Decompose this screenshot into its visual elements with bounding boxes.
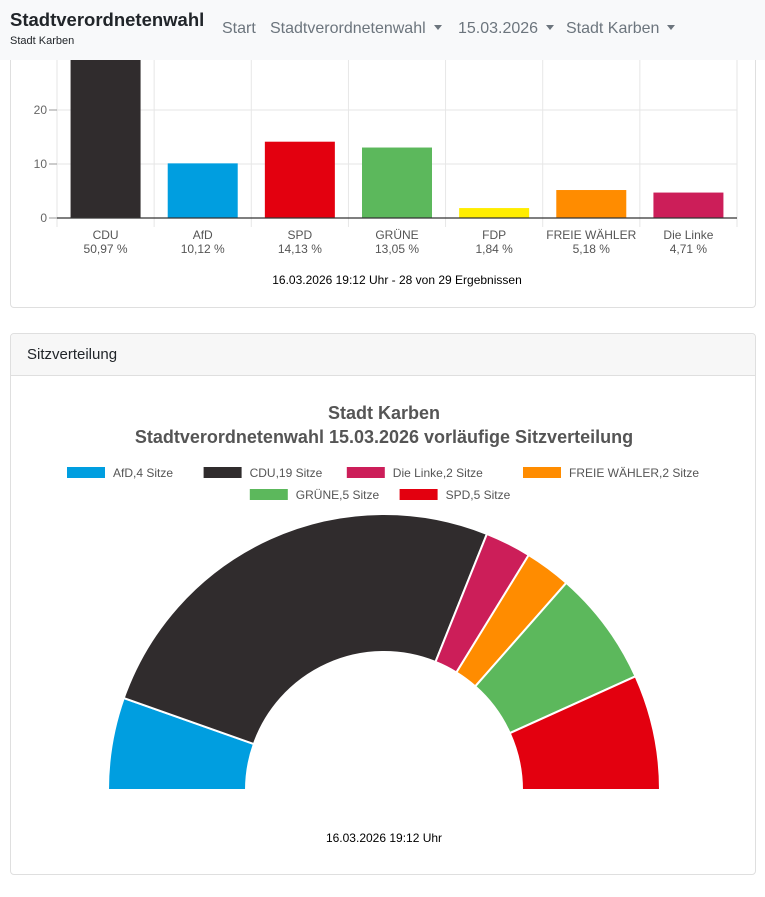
legend-swatch	[67, 467, 105, 478]
legend-label: SPD,5 Sitze	[446, 488, 511, 502]
legend-label: Die Linke,2 Sitze	[393, 466, 483, 480]
bar-freie-wähler[interactable]	[556, 190, 627, 218]
seat-chart-subtitle: Stadtverordnetenwahl 15.03.2026 vorläufi…	[135, 427, 633, 447]
nav-date-label: 15.03.2026	[458, 20, 539, 37]
x-category-label: FREIE WÄHLER	[546, 228, 636, 242]
y-tick-label: 20	[34, 103, 48, 117]
x-percent-label: 1,84 %	[475, 242, 513, 256]
bar-grüne[interactable]	[362, 147, 432, 218]
results-card: 0 10 20 CDU 50,97 % AfD 10,12 % SPD 14,13 % GRÜN…	[10, 20, 756, 308]
x-percent-label: 5,18 %	[573, 242, 611, 256]
legend-swatch	[203, 467, 242, 478]
x-category-label: SPD	[288, 228, 313, 242]
bar-spd[interactable]	[264, 141, 335, 218]
x-category-label: Die Linke	[663, 228, 713, 242]
x-percent-label: 50,97 %	[84, 242, 128, 256]
x-percent-label: 13,05 %	[375, 242, 419, 256]
x-category-label: AfD	[193, 228, 213, 242]
seat-chart-footer: 16.03.2026 19:12 Uhr	[326, 831, 442, 845]
seat-slice-spd[interactable]	[508, 674, 662, 791]
legend-swatch	[523, 467, 561, 478]
legend-item[interactable]: CDU,19 Sitze	[203, 466, 323, 480]
seat-card-title: Sitzverteilung	[27, 346, 118, 363]
legend-item[interactable]: FREIE WÄHLER,2 Sitze	[523, 466, 699, 480]
legend-label: AfD,4 Sitze	[113, 466, 173, 480]
x-category-label: CDU	[93, 228, 119, 242]
seat-card-header: Sitzverteilung	[11, 334, 755, 376]
nav-city-label: Stadt Karben	[566, 20, 660, 37]
nav-city-dropdown[interactable]: Stadt Karben	[566, 20, 676, 38]
x-percent-label: 14,13 %	[278, 242, 322, 256]
nav-start-label: Start	[222, 20, 256, 37]
legend-item[interactable]: GRÜNE,5 Sitze	[249, 488, 380, 502]
legend-swatch	[249, 489, 288, 500]
y-tick-label: 0	[40, 211, 47, 225]
x-percent-label: 10,12 %	[181, 242, 225, 256]
x-percent-label: 4,71 %	[670, 242, 708, 256]
legend-item[interactable]: SPD,5 Sitze	[399, 488, 511, 502]
bar-die-linke[interactable]	[653, 192, 724, 218]
brand-title[interactable]: Stadtverordnetenwahl	[10, 9, 205, 30]
x-category-label: GRÜNE	[375, 228, 418, 242]
legend-label: CDU,19 Sitze	[250, 466, 323, 480]
chevron-down-icon	[546, 25, 555, 30]
bar-fdp[interactable]	[459, 208, 530, 218]
seat-distribution-chart: Stadt Karben Stadtverordnetenwahl 15.03.…	[67, 403, 699, 845]
legend-item[interactable]: Die Linke,2 Sitze	[346, 466, 483, 480]
legend-item[interactable]: AfD,4 Sitze	[67, 466, 173, 480]
chevron-down-icon	[667, 25, 676, 30]
chevron-down-icon	[433, 25, 442, 30]
seat-card: Sitzverteilung Stadt Karben Stadtverordn…	[10, 333, 756, 875]
legend-label: GRÜNE,5 Sitze	[296, 488, 380, 502]
results-footer: 16.03.2026 19:12 Uhr - 28 von 29 Ergebni…	[272, 273, 522, 287]
nav-start[interactable]: Start	[222, 20, 256, 38]
brand-subtitle: Stadt Karben	[10, 35, 75, 47]
legend-label: FREIE WÄHLER,2 Sitze	[569, 466, 699, 480]
bar-afd[interactable]	[167, 163, 238, 218]
legend-swatch	[399, 489, 438, 500]
nav-date-dropdown[interactable]: 15.03.2026	[458, 20, 555, 38]
navbar: Stadtverordnetenwahl Stadt Karben Start …	[0, 0, 765, 60]
x-category-label: FDP	[482, 228, 506, 242]
seat-chart-title: Stadt Karben	[328, 403, 440, 423]
nav-election-dropdown[interactable]: Stadtverordnetenwahl	[270, 20, 442, 38]
y-tick-label: 10	[34, 157, 48, 171]
seat-slice-cdu[interactable]	[122, 513, 489, 746]
nav-election-label: Stadtverordnetenwahl	[270, 20, 426, 37]
legend-swatch	[346, 467, 385, 478]
